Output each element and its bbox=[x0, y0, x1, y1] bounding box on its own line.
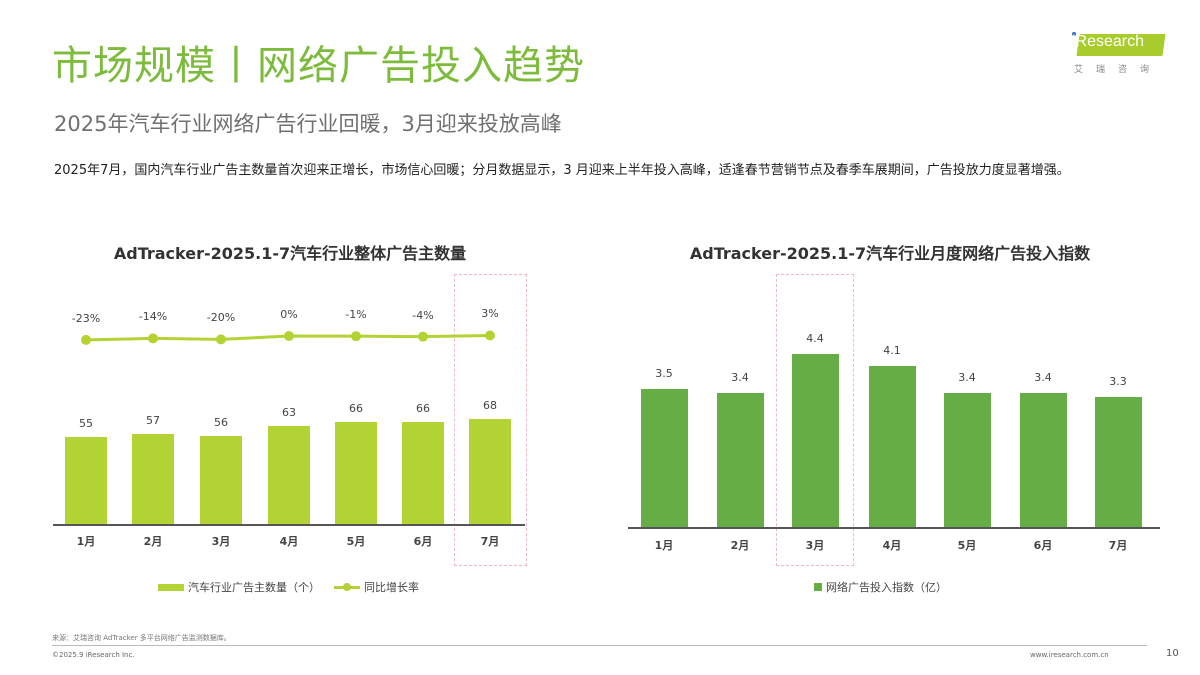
x-axis-label: 3月 bbox=[805, 539, 825, 552]
left-chart-title: AdTracker-2025.1-7汽车行业整体广告主数量 bbox=[113, 244, 467, 263]
bar-5月[interactable] bbox=[335, 421, 377, 524]
x-axis-label: 6月 bbox=[413, 535, 433, 548]
legend-bar-label: 网络广告投入指数（亿） bbox=[826, 581, 947, 594]
legend-bar-swatch bbox=[814, 583, 822, 591]
bar-value-label: 57 bbox=[146, 414, 160, 428]
line-point[interactable] bbox=[284, 331, 294, 341]
growth-rate-label: -20% bbox=[206, 311, 236, 325]
x-axis-label: 5月 bbox=[346, 535, 366, 548]
growth-rate-label: -4% bbox=[412, 308, 434, 322]
x-axis-label: 7月 bbox=[480, 535, 500, 548]
bar-value-label: 56 bbox=[214, 415, 228, 429]
bar-value-label: 3.4 bbox=[1034, 371, 1052, 385]
x-axis-label: 7月 bbox=[1108, 539, 1128, 552]
bar-value-label: 3.5 bbox=[655, 367, 673, 381]
legend-line-swatch bbox=[334, 582, 360, 591]
growth-rate-label: 0% bbox=[280, 308, 298, 321]
x-axis-label: 3月 bbox=[211, 535, 231, 548]
highlight-box-3月 bbox=[776, 274, 854, 566]
bar-4月[interactable] bbox=[868, 365, 916, 527]
bar-1月[interactable] bbox=[65, 437, 107, 524]
iresearch-logo: iResearch 艾瑞咨询 bbox=[1068, 30, 1168, 80]
copyright: ©2025.9 iResearch Inc. bbox=[52, 651, 135, 659]
x-axis-label: 4月 bbox=[882, 539, 902, 552]
line-point[interactable] bbox=[216, 334, 226, 345]
website-link[interactable]: www.iresearch.com.cn bbox=[1030, 651, 1109, 659]
bar-6月[interactable] bbox=[1019, 393, 1067, 527]
bar-3月[interactable] bbox=[791, 353, 839, 527]
x-axis-label: 5月 bbox=[957, 539, 977, 552]
x-axis bbox=[628, 527, 1160, 529]
bar-value-label: 3.4 bbox=[958, 371, 976, 385]
page-title: 市场规模丨网络广告投入趋势 bbox=[52, 43, 585, 89]
bar-value-label: 4.1 bbox=[883, 343, 901, 357]
line-point[interactable] bbox=[351, 331, 361, 342]
left-chart-legend: 汽车行业广告主数量（个） 同比增长率 bbox=[158, 579, 419, 595]
legend-bar-label: 汽车行业广告主数量（个） bbox=[188, 581, 320, 594]
bar-value-label: 3.4 bbox=[731, 371, 749, 385]
line-point[interactable] bbox=[418, 331, 428, 342]
growth-rate-label: -14% bbox=[138, 310, 168, 324]
footer-divider bbox=[52, 645, 1147, 646]
x-axis bbox=[53, 524, 525, 526]
bar-4月[interactable] bbox=[268, 425, 310, 524]
bar-value-label: 68 bbox=[483, 398, 497, 412]
bar-value-label: 3.3 bbox=[1109, 375, 1127, 389]
x-axis-label: 1月 bbox=[76, 535, 96, 548]
page-subtitle: 2025年汽车行业网络广告行业回暖，3月迎来投放高峰 bbox=[54, 112, 562, 136]
x-axis-label: 1月 bbox=[654, 539, 674, 552]
bar-value-label: 55 bbox=[79, 417, 93, 431]
legend-bar-swatch bbox=[158, 583, 184, 591]
bar-7月[interactable] bbox=[469, 418, 511, 524]
x-axis-label: 6月 bbox=[1033, 539, 1053, 552]
legend-dot-icon bbox=[343, 582, 351, 591]
bar-2月[interactable] bbox=[132, 434, 174, 524]
bar-value-label: 66 bbox=[416, 401, 430, 415]
growth-rate-label: 3% bbox=[481, 307, 499, 321]
growth-rate-label: -1% bbox=[345, 308, 367, 322]
bar-6月[interactable] bbox=[402, 421, 444, 524]
right-chart-legend: 网络广告投入指数（亿） bbox=[814, 579, 947, 595]
bar-5月[interactable] bbox=[943, 393, 991, 527]
logo-chinese-name: 艾瑞咨询 bbox=[1074, 65, 1163, 75]
bar-value-label: 63 bbox=[282, 405, 296, 419]
source-note: 来源：艾瑞咨询 AdTracker 多平台网络广告监测数据库。 bbox=[52, 634, 231, 642]
x-axis-label: 2月 bbox=[730, 539, 750, 552]
logo-dot-icon bbox=[1072, 32, 1076, 36]
highlight-box-7月 bbox=[454, 274, 527, 566]
bar-7月[interactable] bbox=[1094, 397, 1142, 527]
logo-wordmark: iResearch bbox=[1072, 33, 1145, 50]
x-axis-label: 4月 bbox=[279, 535, 299, 548]
growth-rate-label: -23% bbox=[71, 311, 101, 325]
page-number: 10 bbox=[1166, 648, 1179, 659]
line-point[interactable] bbox=[81, 334, 91, 345]
bar-1月[interactable] bbox=[640, 389, 688, 527]
x-axis-label: 2月 bbox=[143, 535, 163, 548]
bar-value-label: 4.4 bbox=[806, 331, 824, 345]
legend-line-label: 同比增长率 bbox=[364, 581, 419, 594]
bar-value-label: 66 bbox=[349, 401, 363, 415]
line-point[interactable] bbox=[148, 333, 158, 344]
summary-text: 2025年7月，国内汽车行业广告主数量首次迎来正增长，市场信心回暖；分月数据显示… bbox=[54, 163, 1070, 178]
bar-3月[interactable] bbox=[200, 435, 242, 524]
bar-2月[interactable] bbox=[716, 393, 764, 527]
right-chart-title: AdTracker-2025.1-7汽车行业月度网络广告投入指数 bbox=[689, 244, 1091, 263]
